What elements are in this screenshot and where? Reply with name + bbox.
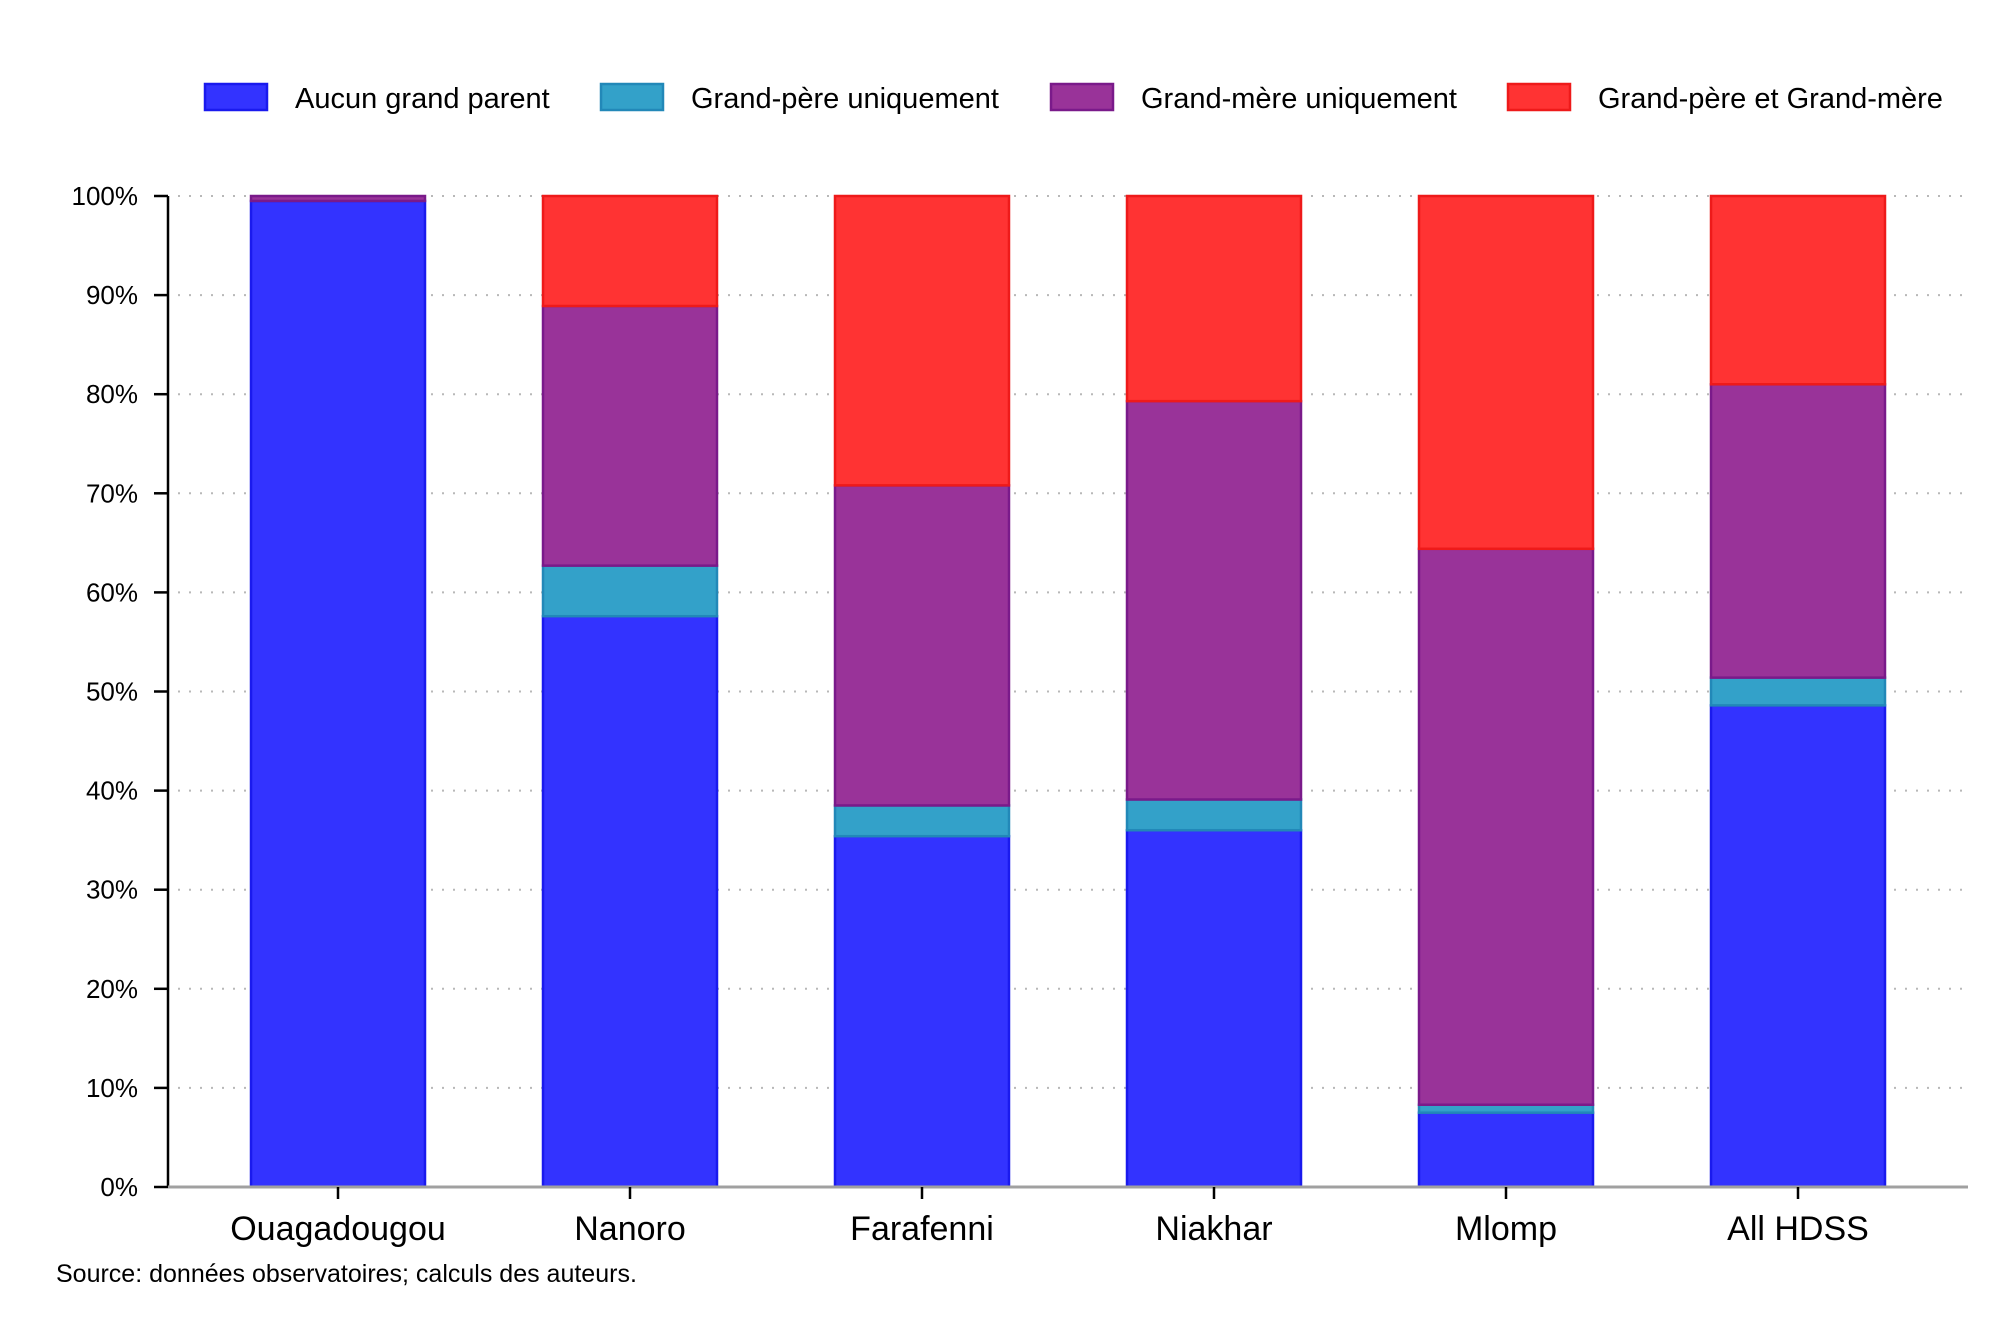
bars xyxy=(249,194,1887,1189)
bar-segment xyxy=(1709,704,1887,1189)
y-tick-label: 80% xyxy=(86,379,138,409)
legend-swatch xyxy=(1506,82,1572,112)
legend-label: Grand-père et Grand-mère xyxy=(1598,83,1943,115)
bar-segment xyxy=(1125,828,1303,1189)
source-note: Source: données observatoires; calculs d… xyxy=(56,1260,637,1288)
x-tick-label: Niakhar xyxy=(1155,1210,1272,1248)
legend-swatch xyxy=(1049,82,1115,112)
bar-segment xyxy=(1125,194,1303,403)
bar-segment xyxy=(541,304,719,567)
legend-item: Grand-mère uniquement xyxy=(1049,82,1457,115)
bar-segment xyxy=(1417,194,1595,551)
bar-segment xyxy=(541,194,719,308)
bar-segment xyxy=(1417,1111,1595,1189)
bar-segment xyxy=(1709,194,1887,386)
bar-segment xyxy=(1125,399,1303,801)
legend-label: Grand-père uniquement xyxy=(691,83,999,115)
bar-segment xyxy=(541,614,719,1189)
x-tick-label: Mlomp xyxy=(1455,1210,1557,1248)
y-tick-label: 40% xyxy=(86,776,138,806)
bar-segment xyxy=(1709,676,1887,707)
x-tick-label: Farafenni xyxy=(850,1210,994,1248)
bar-segment xyxy=(1125,798,1303,832)
bar-segment xyxy=(249,199,427,1189)
y-tick-label: 90% xyxy=(86,280,138,310)
y-axis-ticks: 0% 10% 20% 30% 40% 50% 60% 70% 80% 90% 100% xyxy=(72,181,168,1202)
legend-label: Grand-mère uniquement xyxy=(1141,83,1457,115)
legend-swatch xyxy=(203,82,269,112)
grid-lines xyxy=(178,195,1968,1188)
bar-segment xyxy=(1709,383,1887,679)
x-axis-ticks: Ouagadougou Nanoro Farafenni Niakhar Mlomp Al… xyxy=(230,1187,1869,1248)
bar-segment xyxy=(1417,547,1595,1106)
legend-item: Grand-père et Grand-mère xyxy=(1506,82,1943,115)
y-tick-label: 50% xyxy=(86,677,138,707)
bar-segment xyxy=(833,194,1011,487)
x-tick-label: All HDSS xyxy=(1727,1210,1869,1248)
legend: Aucun grand parent Grand-père uniquement G… xyxy=(203,82,1943,115)
y-tick-label: 10% xyxy=(86,1073,138,1103)
bar-segment xyxy=(833,834,1011,1189)
bar-segment xyxy=(833,804,1011,838)
legend-label: Aucun grand parent xyxy=(295,83,550,115)
legend-item: Grand-père uniquement xyxy=(599,82,999,115)
legend-swatch xyxy=(599,82,665,112)
x-tick-label: Nanoro xyxy=(574,1210,686,1248)
y-tick-label: 100% xyxy=(72,181,139,211)
y-tick-label: 0% xyxy=(100,1172,138,1202)
bar-segment xyxy=(541,564,719,618)
y-tick-label: 60% xyxy=(86,577,138,607)
y-tick-label: 70% xyxy=(86,478,138,508)
y-tick-label: 20% xyxy=(86,974,138,1004)
y-tick-label: 30% xyxy=(86,875,138,905)
legend-item: Aucun grand parent xyxy=(203,82,550,115)
x-tick-label: Ouagadougou xyxy=(230,1210,446,1248)
bar-segment xyxy=(249,194,427,203)
bar-segment xyxy=(833,484,1011,807)
